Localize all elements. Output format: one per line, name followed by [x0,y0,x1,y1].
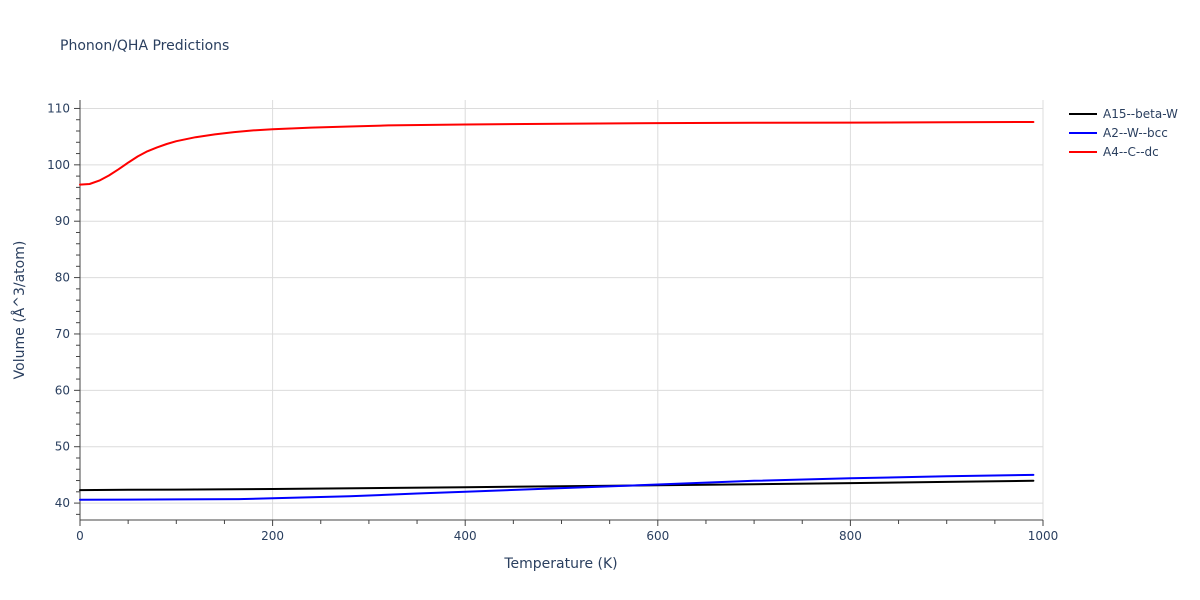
series-line-2 [79,121,1035,186]
y-tick-label: 60 [55,383,70,397]
grid [80,100,1044,520]
x-tick-label: 600 [646,529,669,543]
x-tick-label: 400 [454,529,477,543]
series-line-1 [79,473,1035,501]
legend-item-2[interactable]: A4--C--dc [1069,145,1159,159]
series-line-0 [79,479,1035,492]
y-axis-title: Volume (Å^3/atom) [11,241,28,380]
y-tick-label: 70 [55,327,70,341]
y-tick-label: 110 [47,101,70,115]
series-layer [79,121,1035,501]
legend[interactable]: A15--beta-W A2--W--bcc A4--C--dc [1069,107,1178,159]
chart-title: Phonon/QHA Predictions [60,38,229,54]
x-axis-title: Temperature (K) [503,556,617,572]
legend-label: A15--beta-W [1103,107,1178,121]
legend-item-0[interactable]: A15--beta-W [1069,107,1178,121]
y-tick-label: 90 [55,214,70,228]
y-tick-label: 80 [55,271,70,285]
x-tick-label: 0 [76,529,84,543]
x-tick-label: 200 [261,529,284,543]
x-tick-label: 1000 [1028,529,1059,543]
y-tick-label: 50 [55,440,70,454]
legend-label: A4--C--dc [1103,145,1159,159]
x-tick-label: 800 [839,529,862,543]
y-tick-label: 100 [47,158,70,172]
legend-item-1[interactable]: A2--W--bcc [1069,126,1168,140]
legend-label: A2--W--bcc [1103,126,1168,140]
axes: 0 200 400 600 800 1000 40 50 60 70 80 90 100 110 [47,100,1058,543]
y-tick-label: 40 [55,496,70,510]
